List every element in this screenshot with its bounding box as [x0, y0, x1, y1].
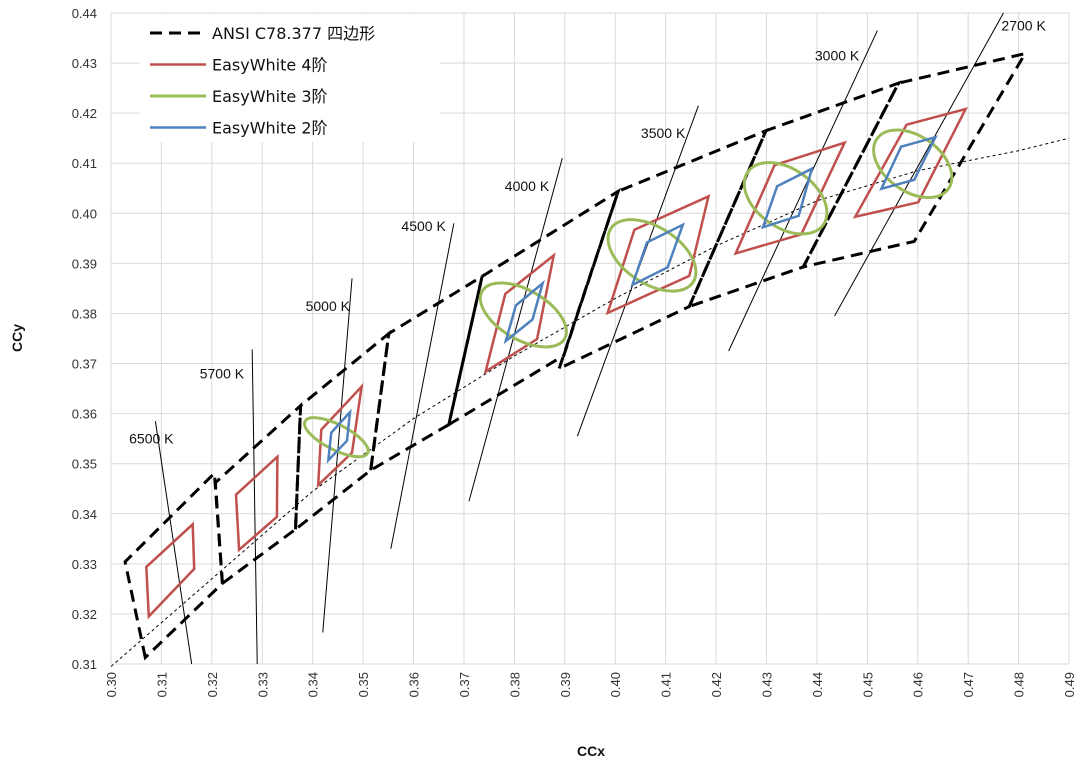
ansi-quadrangles	[123, 51, 1029, 661]
x-tick-label: 0.47	[961, 672, 976, 697]
x-tick-label: 0.33	[255, 672, 270, 697]
x-tick-label: 0.30	[104, 672, 119, 697]
x-tick-label: 0.48	[1012, 672, 1027, 697]
legend-label-step2: EasyWhite 2阶	[212, 119, 328, 138]
ansi-quad	[446, 187, 621, 428]
x-tick-label: 0.34	[306, 672, 321, 697]
x-tick-label: 0.39	[558, 672, 573, 697]
x-tick-label: 0.49	[1062, 672, 1077, 697]
x-tick-label: 0.36	[407, 672, 422, 697]
x-tick-label: 0.32	[205, 672, 220, 697]
legend-background	[140, 14, 440, 142]
y-tick-label: 0.37	[72, 357, 97, 372]
legend-label-step4: EasyWhite 4阶	[212, 56, 328, 75]
step3-ellipse	[303, 416, 370, 459]
cct-label: 5000 K	[306, 298, 351, 314]
x-axis-ticks: 0.30 0.31 0.32 0.33 0.34 0.35 0.36 0.37 0.38 0.39…	[104, 672, 1077, 697]
cct-label: 2700 K	[1001, 18, 1046, 34]
cct-label: 4500 K	[401, 218, 446, 234]
legend: ANSI C78.377 四边形 EasyWhite 4阶 EasyWhite 3阶…	[140, 14, 440, 142]
isotherm-line	[468, 158, 563, 502]
step4-quad	[733, 140, 847, 256]
x-tick-label: 0.31	[154, 672, 169, 697]
step4-quadrangles	[145, 107, 968, 620]
y-tick-label: 0.35	[72, 457, 97, 472]
y-axis-ticks: 0.31 0.32 0.33 0.34 0.35 0.36 0.37 0.38 0.39 0.40…	[72, 6, 97, 672]
legend-label-ansi: ANSI C78.377 四边形	[212, 24, 375, 43]
cct-label: 6500 K	[129, 431, 174, 447]
y-axis-title: CCy	[9, 324, 25, 352]
cct-label: 3500 K	[641, 125, 686, 141]
step3-ellipse	[606, 218, 698, 293]
ansi-quad	[123, 469, 224, 661]
y-tick-label: 0.44	[72, 6, 97, 21]
step2-quad	[326, 408, 352, 464]
y-tick-label: 0.41	[72, 156, 97, 171]
step4-quad	[145, 521, 196, 620]
y-tick-label: 0.43	[72, 56, 97, 71]
x-tick-label: 0.42	[709, 672, 724, 697]
cct-label: 5700 K	[200, 366, 245, 382]
isotherm-line	[390, 223, 455, 549]
x-tick-label: 0.41	[659, 672, 674, 697]
y-tick-label: 0.42	[72, 106, 97, 121]
ansi-quad	[213, 402, 303, 587]
x-tick-label: 0.45	[860, 672, 875, 697]
cct-label: 4000 K	[505, 178, 550, 194]
x-tick-label: 0.35	[356, 672, 371, 697]
ansi-quad	[368, 273, 485, 474]
planckian-locus	[110, 137, 1070, 667]
ansi-quad	[686, 80, 902, 310]
y-tick-label: 0.33	[72, 557, 97, 572]
step2-quad	[503, 279, 545, 345]
y-tick-label: 0.36	[72, 407, 97, 422]
step4-quad	[852, 107, 968, 219]
locus-line	[110, 137, 1070, 667]
step3-ellipse	[872, 128, 954, 199]
cct-labels: 6500 K 5700 K 5000 K 4500 K 4000 K 3500 K 3000…	[129, 18, 1046, 447]
step2-quad	[760, 166, 814, 230]
y-tick-label: 0.32	[72, 607, 97, 622]
isotherm-line	[322, 278, 353, 633]
ansi-quad	[800, 51, 1029, 270]
step4-quad	[605, 194, 711, 316]
step4-quad	[234, 453, 279, 553]
step4-quad	[483, 252, 556, 375]
cct-label: 3000 K	[815, 48, 860, 64]
x-tick-label: 0.44	[810, 672, 825, 697]
y-tick-label: 0.31	[72, 657, 97, 672]
step2-quadrangles	[326, 135, 938, 464]
y-tick-label: 0.39	[72, 256, 97, 271]
legend-label-step3: EasyWhite 3阶	[212, 87, 328, 106]
isotherm-line	[728, 30, 878, 352]
y-tick-label: 0.40	[72, 206, 97, 221]
x-tick-label: 0.46	[911, 672, 926, 697]
x-tick-label: 0.37	[457, 672, 472, 697]
x-tick-label: 0.43	[760, 672, 775, 697]
isotherm-line	[251, 349, 258, 665]
step2-quad	[630, 222, 686, 288]
step2-quad	[879, 135, 938, 191]
x-tick-label: 0.40	[608, 672, 623, 697]
y-tick-label: 0.38	[72, 306, 97, 321]
x-axis-title: CCx	[577, 743, 605, 759]
isotherm-line	[834, 12, 1004, 317]
ansi-quad	[556, 127, 769, 372]
step4-quad	[316, 382, 364, 489]
x-tick-label: 0.38	[507, 672, 522, 697]
y-tick-label: 0.34	[72, 507, 97, 522]
